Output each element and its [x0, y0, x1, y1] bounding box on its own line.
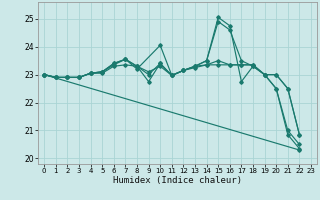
X-axis label: Humidex (Indice chaleur): Humidex (Indice chaleur) [113, 176, 242, 185]
